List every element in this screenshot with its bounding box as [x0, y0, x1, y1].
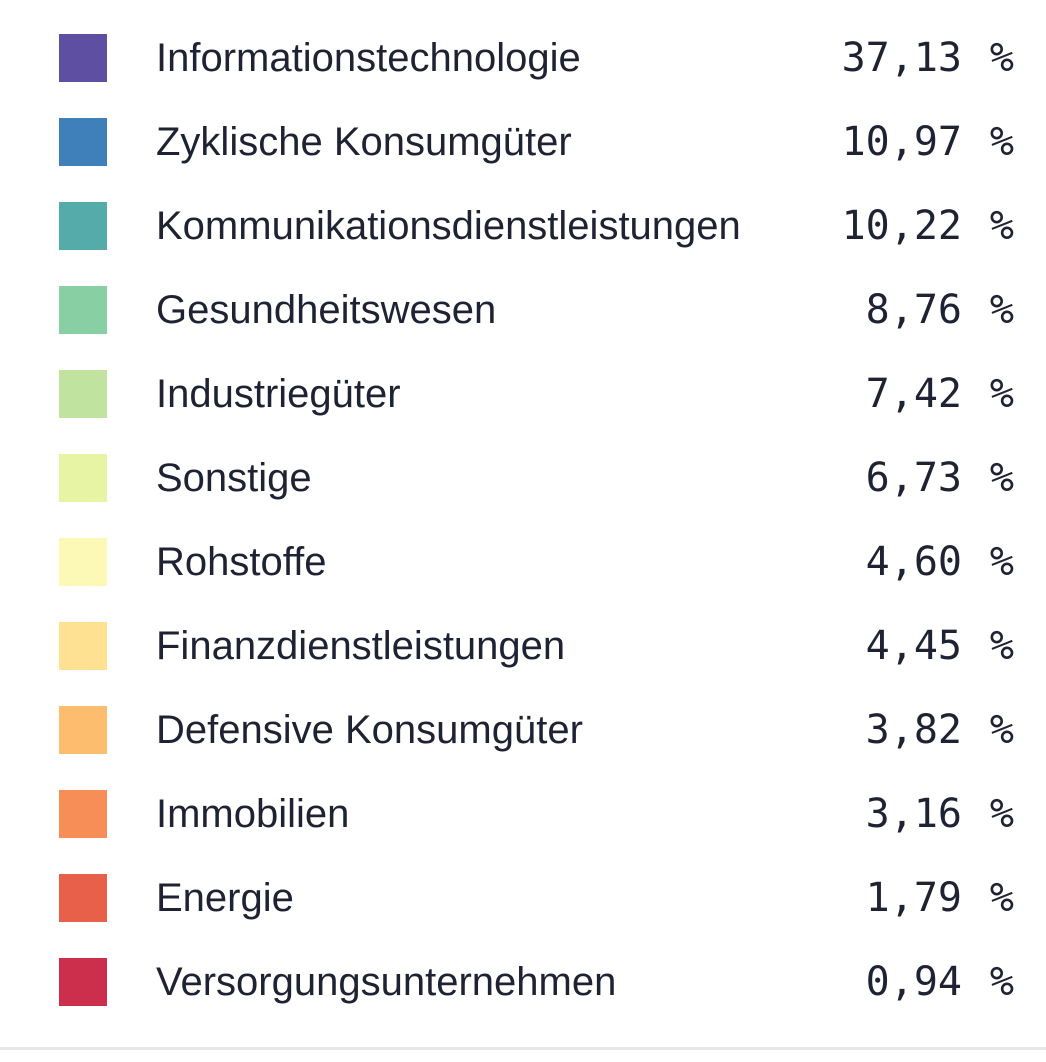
sector-percentage: 10,97 — [841, 119, 962, 165]
color-swatch — [59, 874, 107, 922]
sector-label: Informationstechnologie — [156, 36, 581, 80]
sector-percentage: 10,22 — [841, 203, 962, 249]
percent-unit: % — [989, 875, 1014, 921]
legend-row: Industriegüter 7,42% — [0, 352, 1046, 436]
legend-row: Informationstechnologie 37,13% — [0, 16, 1046, 100]
legend-row: Versorgungsunternehmen 0,94% — [0, 940, 1046, 1024]
sector-label: Gesundheitswesen — [156, 288, 497, 332]
sector-percentage: 4,45 — [865, 623, 962, 669]
percent-unit: % — [989, 119, 1014, 165]
legend-row: Rohstoffe 4,60% — [0, 520, 1046, 604]
percent-unit: % — [989, 203, 1014, 249]
sector-label: Defensive Konsumgüter — [156, 708, 583, 752]
legend-row: Sonstige 6,73% — [0, 436, 1046, 520]
color-swatch — [59, 622, 107, 670]
legend-row: Zyklische Konsumgüter 10,97% — [0, 100, 1046, 184]
percent-unit: % — [989, 455, 1014, 501]
percent-unit: % — [989, 539, 1014, 585]
legend-row: Gesundheitswesen 8,76% — [0, 268, 1046, 352]
legend-row: Kommunikationsdienstleistungen 10,22% — [0, 184, 1046, 268]
color-swatch — [59, 118, 107, 166]
sector-label: Finanzdienstleistungen — [156, 624, 566, 668]
sector-percentage: 7,42 — [865, 371, 962, 417]
sector-percentage: 1,79 — [865, 875, 962, 921]
percent-unit: % — [989, 35, 1014, 81]
percent-unit: % — [989, 959, 1014, 1005]
legend-row: Energie 1,79% — [0, 856, 1046, 940]
sector-label: Energie — [156, 876, 294, 920]
sector-label: Kommunikationsdienstleistungen — [156, 204, 741, 248]
sector-label: Immobilien — [156, 792, 350, 836]
sector-percentage: 6,73 — [865, 455, 962, 501]
sector-percentage: 4,60 — [865, 539, 962, 585]
color-swatch — [59, 454, 107, 502]
percent-unit: % — [989, 707, 1014, 753]
legend-row: Finanzdienstleistungen 4,45% — [0, 604, 1046, 688]
sector-percentage: 3,16 — [865, 791, 962, 837]
color-swatch — [59, 286, 107, 334]
percent-unit: % — [989, 623, 1014, 669]
sector-label: Rohstoffe — [156, 540, 327, 584]
percent-unit: % — [989, 791, 1014, 837]
sector-label: Versorgungsunternehmen — [156, 960, 617, 1004]
sector-percentage: 8,76 — [865, 287, 962, 333]
color-swatch — [59, 958, 107, 1006]
divider — [0, 1047, 1046, 1050]
sector-legend: Informationstechnologie 37,13% Zyklische K… — [0, 16, 1046, 1024]
color-swatch — [59, 790, 107, 838]
color-swatch — [59, 706, 107, 754]
legend-row: Immobilien 3,16% — [0, 772, 1046, 856]
sector-percentage: 37,13 — [841, 35, 962, 81]
legend-row: Defensive Konsumgüter 3,82% — [0, 688, 1046, 772]
color-swatch — [59, 538, 107, 586]
sector-percentage: 3,82 — [865, 707, 962, 753]
sector-label: Zyklische Konsumgüter — [156, 120, 572, 164]
color-swatch — [59, 202, 107, 250]
percent-unit: % — [989, 287, 1014, 333]
sector-percentage: 0,94 — [865, 959, 962, 1005]
sector-label: Industriegüter — [156, 372, 401, 416]
color-swatch — [59, 34, 107, 82]
color-swatch — [59, 370, 107, 418]
percent-unit: % — [989, 371, 1014, 417]
sector-label: Sonstige — [156, 456, 312, 500]
